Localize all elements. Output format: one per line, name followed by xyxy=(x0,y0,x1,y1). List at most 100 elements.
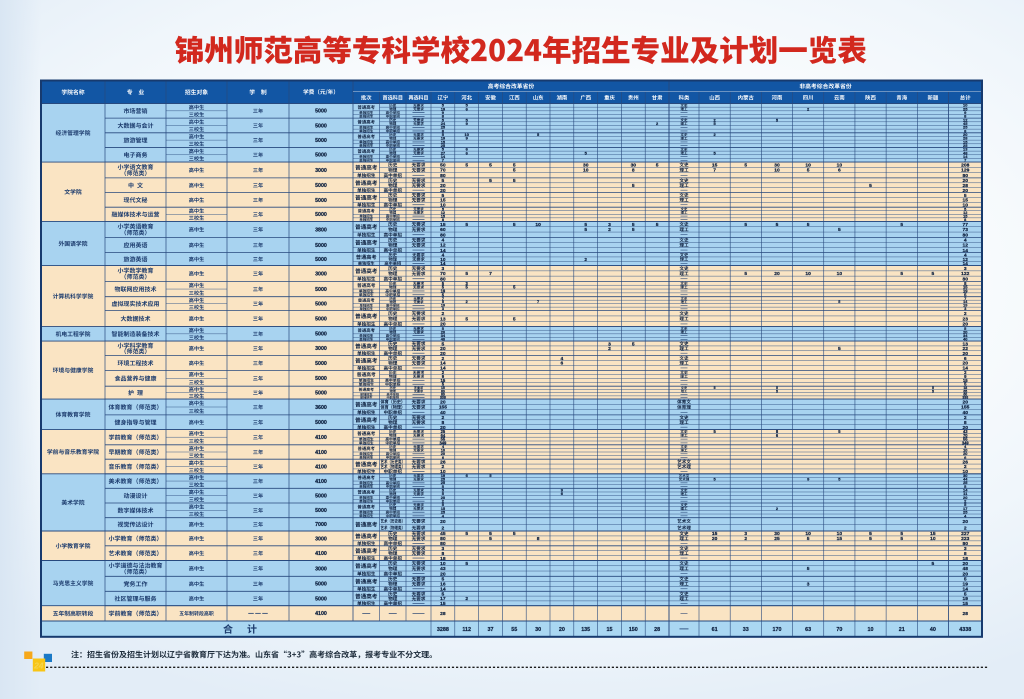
svg-text:15: 15 xyxy=(712,162,718,168)
svg-text:25: 25 xyxy=(963,480,968,485)
svg-text:15: 15 xyxy=(441,214,446,218)
svg-text:60: 60 xyxy=(441,392,445,396)
svg-text:4: 4 xyxy=(964,238,967,244)
svg-text:27: 27 xyxy=(441,150,446,155)
svg-text:80: 80 xyxy=(963,173,969,179)
svg-text:20: 20 xyxy=(963,561,969,567)
svg-text:9: 9 xyxy=(442,374,445,379)
svg-text:5: 5 xyxy=(807,536,810,542)
svg-text:80: 80 xyxy=(440,277,446,283)
svg-text:15: 15 xyxy=(963,285,968,290)
svg-text:5: 5 xyxy=(442,488,445,493)
svg-text:5: 5 xyxy=(869,531,872,537)
svg-text:129: 129 xyxy=(961,168,969,174)
svg-text:5: 5 xyxy=(776,386,778,390)
svg-text:5: 5 xyxy=(442,103,445,108)
svg-text:15: 15 xyxy=(441,139,446,144)
svg-text:2: 2 xyxy=(442,525,445,531)
svg-text:5: 5 xyxy=(869,536,872,542)
svg-text:20: 20 xyxy=(440,322,446,328)
svg-text:45: 45 xyxy=(440,531,446,537)
svg-text:61: 61 xyxy=(712,627,718,633)
svg-text:5: 5 xyxy=(465,162,468,168)
svg-text:2: 2 xyxy=(713,117,716,122)
svg-text:80: 80 xyxy=(963,232,969,238)
svg-text:14: 14 xyxy=(963,488,968,493)
svg-text:20: 20 xyxy=(963,361,969,367)
svg-text:25: 25 xyxy=(441,429,446,434)
svg-text:2: 2 xyxy=(442,415,445,421)
svg-text:349: 349 xyxy=(962,440,970,445)
svg-text:10: 10 xyxy=(963,103,968,108)
svg-text:5: 5 xyxy=(900,531,903,537)
svg-text:19: 19 xyxy=(441,288,446,293)
svg-text:112: 112 xyxy=(462,627,471,633)
svg-text:10: 10 xyxy=(963,203,969,209)
svg-text:5: 5 xyxy=(442,484,445,489)
svg-text:25: 25 xyxy=(441,510,446,515)
svg-text:5: 5 xyxy=(964,591,967,597)
svg-text:6: 6 xyxy=(776,433,779,438)
svg-text:5: 5 xyxy=(964,207,967,211)
svg-text:9: 9 xyxy=(807,477,810,482)
svg-text:5: 5 xyxy=(513,285,516,290)
svg-text:5: 5 xyxy=(932,389,934,393)
svg-text:8: 8 xyxy=(964,114,967,119)
svg-text:5: 5 xyxy=(744,162,747,168)
svg-text:7: 7 xyxy=(442,158,445,163)
svg-text:2: 2 xyxy=(466,300,468,304)
svg-text:28: 28 xyxy=(963,183,969,189)
svg-text:9: 9 xyxy=(466,121,469,126)
svg-text:3000: 3000 xyxy=(315,271,327,277)
svg-text:19: 19 xyxy=(963,582,969,588)
svg-text:5: 5 xyxy=(465,271,468,277)
svg-text:8: 8 xyxy=(964,128,967,133)
svg-text:3288: 3288 xyxy=(437,627,449,633)
svg-text:43: 43 xyxy=(440,566,446,572)
svg-text:60: 60 xyxy=(440,227,446,233)
svg-text:5: 5 xyxy=(713,150,716,155)
svg-text:20: 20 xyxy=(963,322,969,328)
svg-text:5: 5 xyxy=(442,281,445,286)
svg-text:5: 5 xyxy=(776,389,778,393)
svg-text:5: 5 xyxy=(964,577,967,583)
svg-text:5: 5 xyxy=(442,502,445,507)
svg-text:55: 55 xyxy=(511,627,517,633)
svg-text:10: 10 xyxy=(440,561,446,567)
svg-text:2: 2 xyxy=(744,536,747,542)
svg-text:10: 10 xyxy=(837,531,843,537)
svg-text:20: 20 xyxy=(963,188,969,194)
svg-text:10: 10 xyxy=(583,168,589,174)
svg-text:2: 2 xyxy=(584,257,587,262)
svg-text:14: 14 xyxy=(441,154,446,159)
svg-text:10: 10 xyxy=(805,271,811,277)
svg-text:5: 5 xyxy=(585,150,588,155)
svg-text:20: 20 xyxy=(559,627,565,633)
svg-text:80: 80 xyxy=(440,173,446,179)
svg-text:4100: 4100 xyxy=(315,611,327,617)
svg-text:20: 20 xyxy=(774,271,780,277)
svg-text:5: 5 xyxy=(513,531,516,537)
svg-text:4100: 4100 xyxy=(315,479,327,485)
svg-text:70: 70 xyxy=(440,168,446,174)
svg-text:70: 70 xyxy=(440,271,446,277)
svg-text:5: 5 xyxy=(632,222,635,228)
svg-text:5: 5 xyxy=(442,207,445,211)
svg-text:135: 135 xyxy=(581,627,590,633)
svg-text:44: 44 xyxy=(963,477,968,482)
svg-text:2: 2 xyxy=(442,311,445,317)
svg-text:4338: 4338 xyxy=(959,627,971,633)
svg-text:30: 30 xyxy=(963,473,968,478)
svg-text:10: 10 xyxy=(440,257,446,262)
svg-text:5: 5 xyxy=(442,577,445,583)
svg-text:2: 2 xyxy=(964,499,967,504)
svg-text:10: 10 xyxy=(440,469,446,475)
svg-text:63: 63 xyxy=(805,627,811,633)
svg-text:5: 5 xyxy=(964,502,967,507)
svg-text:5: 5 xyxy=(489,162,492,168)
svg-text:18: 18 xyxy=(963,386,967,390)
svg-text:77: 77 xyxy=(963,222,969,228)
svg-text:4: 4 xyxy=(442,252,445,257)
svg-text:2: 2 xyxy=(442,464,445,470)
svg-text:18: 18 xyxy=(440,556,446,562)
